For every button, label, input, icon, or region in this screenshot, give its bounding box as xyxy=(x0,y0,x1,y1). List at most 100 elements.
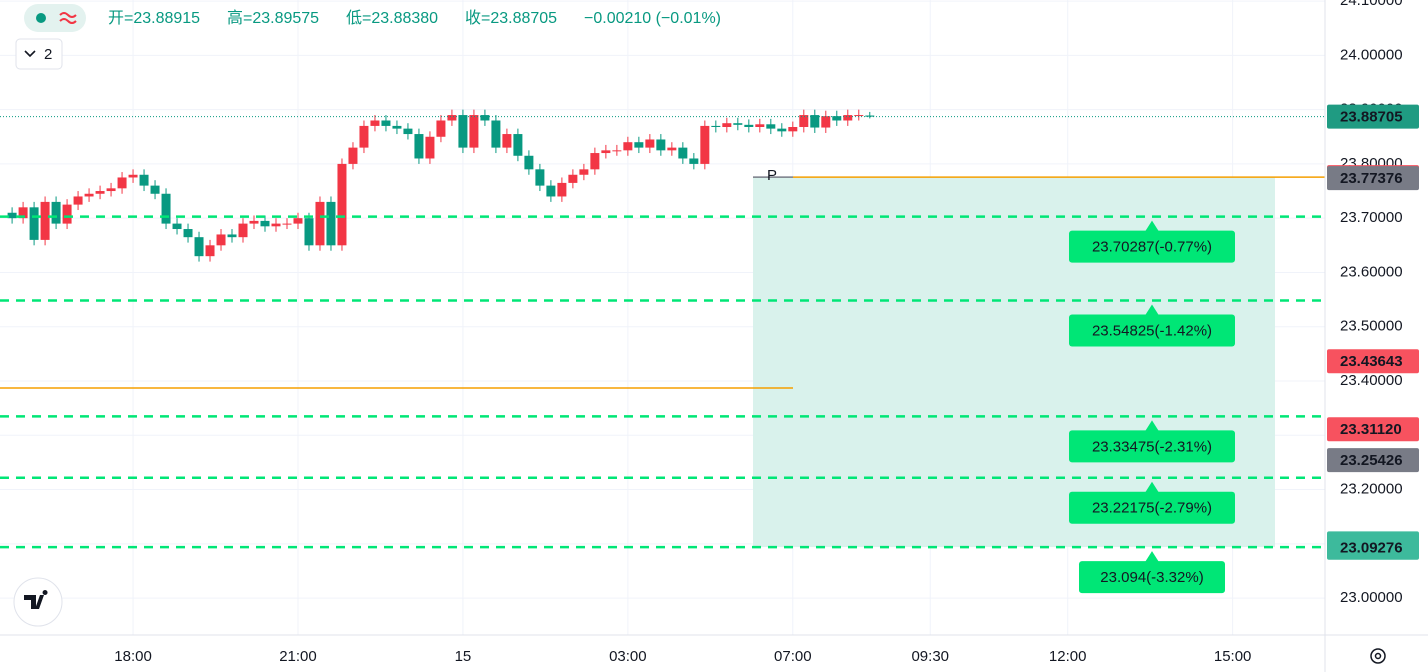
candle-body xyxy=(18,207,28,219)
candle-body xyxy=(260,220,270,227)
symbol-pill[interactable] xyxy=(24,4,86,32)
header-low: 低=23.88380 xyxy=(346,9,438,27)
settings-icon[interactable] xyxy=(1370,648,1386,664)
candle-body xyxy=(645,139,655,148)
target-label: 23.70287(-0.77%) xyxy=(1092,239,1212,256)
candle-body xyxy=(7,212,17,219)
status-dot xyxy=(36,13,46,23)
candle-body xyxy=(810,115,820,128)
candle-body xyxy=(612,150,622,152)
candle-body xyxy=(821,116,831,128)
candle-body xyxy=(425,136,435,159)
candle-body xyxy=(293,218,303,224)
candle-body xyxy=(711,125,721,127)
candle-body xyxy=(843,115,853,121)
candle-body xyxy=(315,201,325,246)
price-label: 23.88705 xyxy=(1340,109,1403,126)
x-tick-label: 12:00 xyxy=(1049,648,1087,665)
candle-body xyxy=(62,204,72,224)
price-label-box xyxy=(1327,166,1419,191)
candle-body xyxy=(722,123,732,127)
candle-body xyxy=(777,128,787,132)
target-tip xyxy=(1145,481,1159,493)
header-open: 开=23.88915 xyxy=(108,10,200,27)
candle-body xyxy=(865,115,875,117)
candle-body xyxy=(414,134,424,159)
x-tick-label: 09:30 xyxy=(911,648,949,665)
candle-body xyxy=(656,139,666,151)
target-tip xyxy=(1145,220,1159,232)
candle-body xyxy=(205,245,215,257)
price-label-box xyxy=(1327,448,1419,473)
candle-body xyxy=(282,223,292,225)
candle-body xyxy=(238,223,248,238)
candle-body xyxy=(755,124,765,127)
price-label: 23.09276 xyxy=(1340,540,1403,557)
candle-body xyxy=(117,177,127,189)
header-high: 高=23.89575 xyxy=(227,9,319,27)
candle-body xyxy=(271,223,281,227)
candle-body xyxy=(161,193,171,224)
candle-body xyxy=(348,147,358,164)
candle-body xyxy=(689,158,699,164)
logo xyxy=(24,590,48,609)
candle-body xyxy=(623,142,633,151)
candle-body xyxy=(546,185,556,197)
price-label-box xyxy=(1327,349,1419,374)
candle-body xyxy=(304,218,314,246)
candle-body xyxy=(799,115,809,127)
y-tick-label: 23.50000 xyxy=(1340,318,1403,335)
candle-body xyxy=(832,116,842,121)
header-close: 收=23.88705 xyxy=(465,9,557,27)
candle-body xyxy=(392,125,402,129)
x-tick-label: 15:00 xyxy=(1214,648,1252,665)
chevron-icon xyxy=(24,50,36,58)
candle-body xyxy=(172,223,182,230)
candle-body xyxy=(370,120,380,126)
target-label-box xyxy=(1069,491,1235,524)
price-label-box xyxy=(1327,535,1419,560)
candle-body xyxy=(634,142,644,148)
x-tick-label: 21:00 xyxy=(279,648,317,665)
candle-body xyxy=(513,134,523,156)
candle-body xyxy=(227,234,237,238)
candle-body xyxy=(249,220,259,224)
y-tick-label: 23.70000 xyxy=(1340,209,1403,226)
y-tick-label: 23.60000 xyxy=(1340,263,1403,280)
candle-body xyxy=(84,193,94,197)
price-label: 23.77376 xyxy=(1340,170,1403,187)
candle-body xyxy=(502,134,512,148)
target-label-box xyxy=(1069,230,1235,263)
y-tick-label: 23.20000 xyxy=(1340,481,1403,498)
target-label: 23.33475(-2.31%) xyxy=(1092,438,1212,455)
candle-body xyxy=(194,237,204,257)
candle-body xyxy=(436,120,446,137)
price-label: 23.25426 xyxy=(1340,452,1403,469)
target-label-box xyxy=(1079,561,1225,594)
candle-body xyxy=(744,124,754,127)
target-label: 23.54825(-1.42%) xyxy=(1092,323,1212,340)
candle-body xyxy=(590,153,600,170)
candle-body xyxy=(216,234,226,246)
price-label: 23.43643 xyxy=(1340,353,1403,370)
candle-body xyxy=(326,201,336,246)
candle-body xyxy=(579,169,589,175)
y-tick-label: 23.40000 xyxy=(1340,372,1403,389)
candle-body xyxy=(359,125,369,148)
candle-body xyxy=(766,124,776,129)
candle-body xyxy=(139,174,149,186)
candle-body xyxy=(40,201,50,240)
indicator-toggle[interactable] xyxy=(15,38,63,70)
candle-body xyxy=(535,169,545,186)
candle-body xyxy=(403,128,413,135)
candle-body xyxy=(337,163,347,246)
axes: 24.1000024.0000023.9000023.8000023.70000… xyxy=(114,0,1419,665)
candle-body xyxy=(788,127,798,132)
candle-body xyxy=(469,115,479,148)
header-change: −0.00210 (−0.01%) xyxy=(584,10,721,27)
candle-body xyxy=(29,207,39,240)
y-tick-label: 24.00000 xyxy=(1340,46,1403,63)
candle-body xyxy=(183,229,193,238)
candle-body xyxy=(678,147,688,159)
